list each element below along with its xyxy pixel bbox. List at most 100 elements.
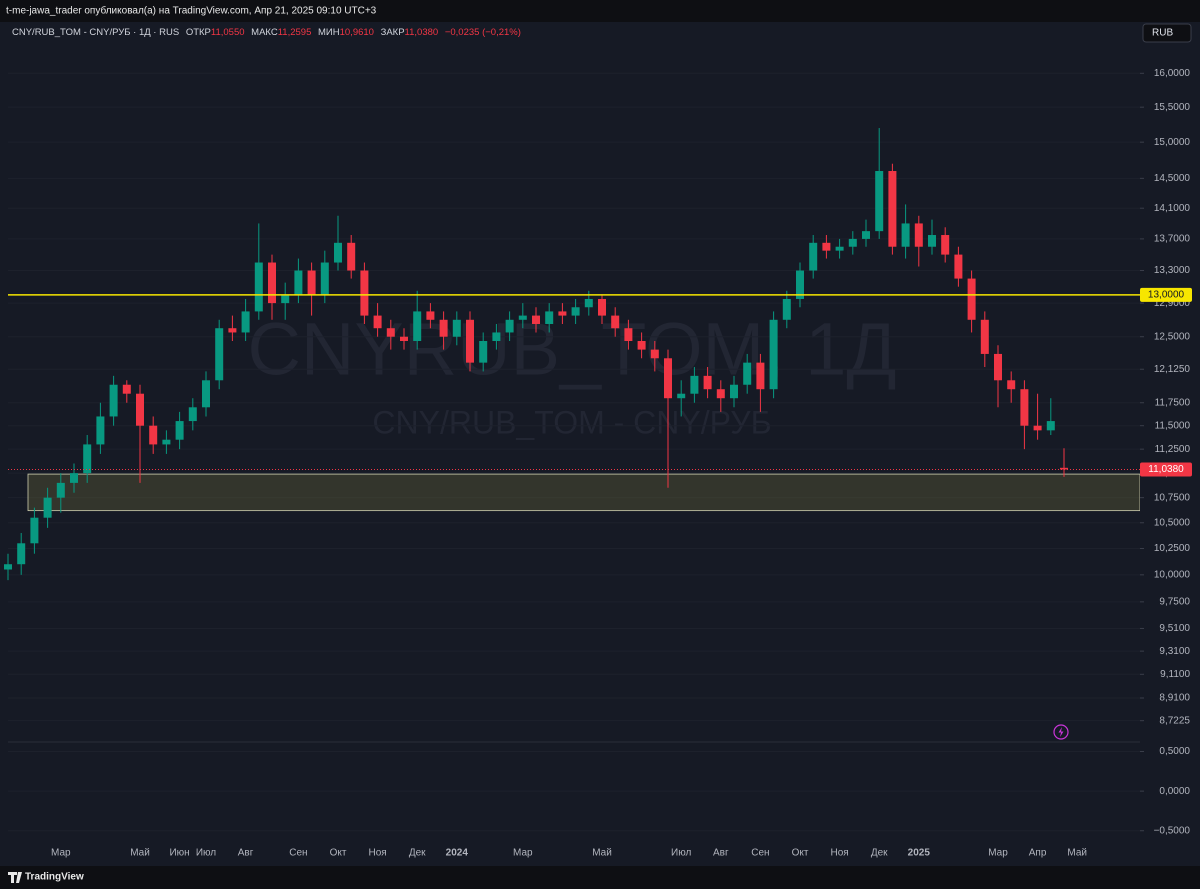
- candle-body: [558, 311, 567, 316]
- legend-value: 10,9610: [340, 27, 374, 38]
- y-tick-label: 14,1000: [1154, 203, 1191, 214]
- candle-body: [439, 319, 448, 337]
- candle-body: [96, 416, 105, 445]
- y-tick-label: 12,5000: [1154, 331, 1191, 342]
- candle-body: [4, 564, 12, 570]
- watermark-title: CNYRUB_TOM, 1Д: [247, 308, 896, 391]
- candle-body: [994, 353, 1002, 381]
- candle-body: [598, 298, 606, 316]
- candle-body: [782, 298, 791, 320]
- y-tick-label: 9,1100: [1160, 669, 1190, 680]
- author-line: t-me-jawa_trader опубликовал(а) на Tradi…: [6, 5, 377, 17]
- symbol: CNY/RUB_TOM - CNY/РУБ · 1Д · RUS: [12, 27, 179, 38]
- legend-value: 11,0380: [405, 27, 439, 38]
- y-tick-label: 0,5000: [1159, 746, 1190, 757]
- candle-body: [228, 328, 237, 333]
- candle-body: [637, 340, 646, 350]
- x-tick-label: Мар: [988, 848, 1008, 859]
- x-tick-label: Май: [1067, 848, 1087, 859]
- candle-body: [122, 384, 131, 394]
- footer-bar: [0, 866, 1200, 889]
- y-tick-label: 15,5000: [1154, 102, 1191, 113]
- x-tick-label: Дек: [409, 848, 426, 859]
- candle-body: [756, 362, 765, 390]
- level-tag: [1140, 287, 1192, 302]
- candle-body: [492, 332, 501, 341]
- candle-body: [479, 340, 488, 363]
- candle-body: [360, 270, 369, 316]
- candle-body: [136, 393, 144, 426]
- candle-body: [307, 270, 316, 295]
- y-tick-label: 16,0000: [1154, 68, 1191, 79]
- x-tick-label: Сен: [751, 848, 769, 859]
- grid: [8, 72, 1140, 832]
- y-tick-label: 15,0000: [1154, 137, 1191, 148]
- candle-body: [862, 231, 870, 239]
- candle-body: [624, 328, 633, 341]
- candle-body: [426, 311, 435, 320]
- candle-body: [162, 439, 171, 445]
- candle-body: [980, 319, 989, 354]
- candle-body: [518, 315, 527, 320]
- currency-button[interactable]: [1142, 23, 1192, 43]
- candle-body: [769, 319, 778, 390]
- candle-body: [241, 311, 250, 333]
- support-zone: [27, 473, 1141, 512]
- candle-body: [347, 242, 356, 271]
- y-tick-label: 9,5100: [1159, 623, 1190, 634]
- x-tick-label: Авг: [238, 848, 254, 859]
- candle-body: [822, 242, 831, 251]
- alert-icon[interactable]: [1053, 724, 1069, 740]
- candle-body: [281, 294, 290, 304]
- candle-body: [30, 517, 39, 544]
- candle-body: [254, 262, 263, 312]
- candle-body: [901, 223, 910, 247]
- candle-body: [505, 319, 514, 333]
- candle-body: [664, 358, 672, 399]
- candle-body: [716, 389, 725, 399]
- y-tick-label: −0,5000: [1154, 825, 1191, 836]
- candle-body: [215, 328, 224, 381]
- candle-body: [1007, 380, 1016, 390]
- legend-label: ЗАКР: [381, 27, 405, 38]
- y-tick-label: 9,7500: [1159, 596, 1190, 607]
- candle-body: [1046, 421, 1055, 431]
- candle-body: [452, 319, 461, 337]
- price-axis: [1140, 22, 1200, 866]
- candle-body: [650, 349, 659, 359]
- candle-body: [690, 375, 699, 394]
- candle-body: [743, 362, 752, 385]
- footer-logo: [8, 872, 22, 883]
- candle-body: [914, 223, 923, 247]
- candle-body: [545, 311, 554, 324]
- y-tick-label: 10,7500: [1154, 492, 1191, 503]
- candle-body: [967, 278, 976, 320]
- candle-body: [373, 315, 382, 329]
- candle-body: [835, 246, 844, 251]
- x-tick-label: Окт: [792, 848, 809, 859]
- watermark-subtitle: CNY/RUB_TOM - CNY/РУБ: [372, 404, 771, 440]
- candle-body: [1060, 467, 1068, 470]
- footer-brand: TradingView: [25, 872, 84, 883]
- overlays: 11,0380 13,0000: [8, 287, 1192, 477]
- level-label: 13,0000: [1148, 290, 1185, 301]
- y-tick-label: 8,9100: [1159, 693, 1190, 704]
- candle-body: [320, 262, 329, 295]
- y-tick-label: 10,5000: [1154, 517, 1191, 528]
- candle-body: [809, 242, 818, 271]
- legend-label: МАКС: [251, 27, 278, 38]
- zone-layer: [27, 473, 1141, 512]
- legend-label: ОТКР: [186, 27, 211, 38]
- x-tick-label: Авг: [713, 848, 729, 859]
- candle-body: [466, 319, 474, 363]
- candle-body: [677, 393, 686, 399]
- x-tick-label: Апр: [1029, 848, 1047, 859]
- candle-body: [175, 421, 184, 440]
- x-tick-label: Май: [130, 848, 150, 859]
- symbol-legend: CNY/RUB_TOM - CNY/РУБ · 1Д · RUS ОТКР 11,…: [12, 27, 521, 38]
- x-tick-label: Дек: [871, 848, 888, 859]
- candle-body: [386, 328, 395, 337]
- y-tick-label: 12,1250: [1154, 364, 1191, 375]
- candle-body: [584, 298, 593, 308]
